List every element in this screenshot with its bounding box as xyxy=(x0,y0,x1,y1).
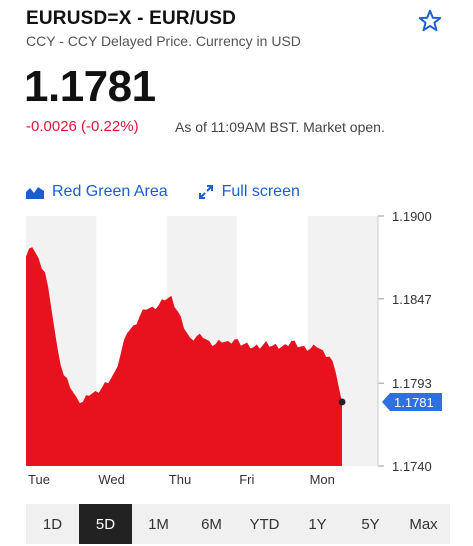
y-tick-label: 1.1793 xyxy=(392,376,432,391)
y-tick-label: 1.1900 xyxy=(392,209,432,224)
chart-style-label: Red Green Area xyxy=(52,183,168,200)
current-price-tag xyxy=(382,392,442,411)
range-button-max[interactable]: Max xyxy=(409,515,438,533)
price-change: -0.0026 (-0.22%) xyxy=(26,118,139,135)
expand-icon xyxy=(198,185,213,199)
current-price: 1.1781 xyxy=(24,62,156,111)
fullscreen-label: Full screen xyxy=(221,183,300,200)
page-title: EURUSD=X - EUR/USD xyxy=(26,8,236,29)
x-tick-label: Fri xyxy=(239,472,254,487)
x-tick-label: Tue xyxy=(28,472,50,487)
area-chart-icon xyxy=(26,187,44,199)
current-price-dot xyxy=(338,398,346,406)
range-selector: 1D 5D 1M 6M YTD 1Y 5Y Max xyxy=(26,504,450,544)
range-button-6m[interactable]: 6M xyxy=(201,515,222,533)
y-tick-label: 1.1847 xyxy=(392,292,432,307)
chart-toolbar: Red Green Area Full screen xyxy=(26,183,300,201)
price-chart[interactable]: 1.1900 1.1847 1.1793 1.1740 Tue Wed Thu Fri Mon… xyxy=(0,200,473,500)
x-tick-label: Thu xyxy=(169,472,191,487)
x-tick-label: Mon xyxy=(310,472,335,487)
price-area-series xyxy=(26,247,342,466)
star-icon[interactable] xyxy=(417,8,443,34)
y-tick-label: 1.1740 xyxy=(392,459,432,474)
x-tick-label: Wed xyxy=(98,472,125,487)
range-button-1d[interactable]: 1D xyxy=(42,515,63,533)
range-button-1m[interactable]: 1M xyxy=(148,515,169,533)
range-button-1y[interactable]: 1Y xyxy=(308,515,327,533)
current-price-tag-label: 1.1781 xyxy=(394,395,434,410)
fullscreen-button[interactable]: Full screen xyxy=(198,183,300,201)
range-button-ytd[interactable]: YTD xyxy=(249,515,280,533)
as-of-timestamp: As of 11:09AM BST. Market open. xyxy=(175,119,385,135)
chart-style-button[interactable]: Red Green Area xyxy=(26,183,168,201)
quote-subtitle: CCY - CCY Delayed Price. Currency in USD xyxy=(26,33,301,49)
range-button-5d[interactable]: 5D xyxy=(79,504,132,544)
range-button-5y[interactable]: 5Y xyxy=(361,515,380,533)
